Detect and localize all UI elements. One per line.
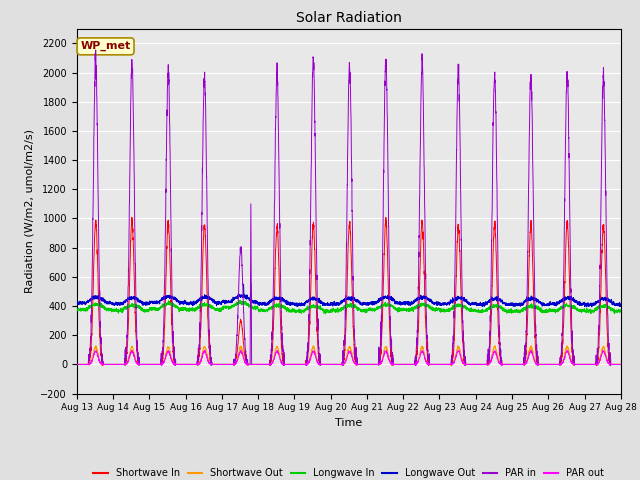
Text: WP_met: WP_met bbox=[81, 41, 131, 51]
X-axis label: Time: Time bbox=[335, 418, 362, 428]
Y-axis label: Radiation (W/m2, umol/m2/s): Radiation (W/m2, umol/m2/s) bbox=[25, 129, 35, 293]
Title: Solar Radiation: Solar Radiation bbox=[296, 11, 402, 25]
Legend: Shortwave In, Shortwave Out, Longwave In, Longwave Out, PAR in, PAR out: Shortwave In, Shortwave Out, Longwave In… bbox=[90, 464, 608, 480]
